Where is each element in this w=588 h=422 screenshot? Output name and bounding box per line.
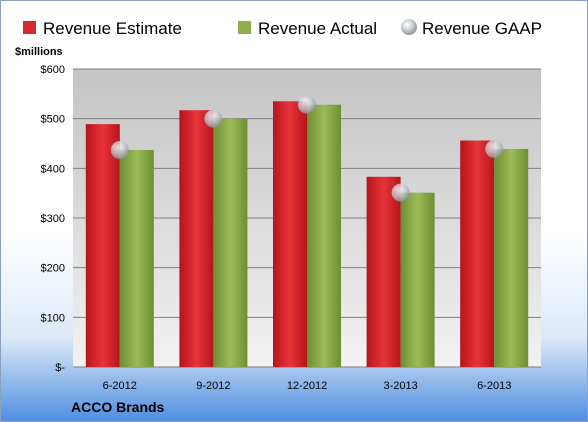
- bar-revenue-actual: [213, 118, 248, 368]
- x-tick-label: 6-2012: [103, 380, 137, 392]
- y-tick-label: $400: [41, 163, 65, 175]
- bar-revenue-actual: [119, 149, 154, 367]
- y-tick-label: $300: [41, 213, 65, 225]
- marker-revenue-gaap: [391, 183, 410, 202]
- company-name: ACCO Brands: [71, 399, 165, 415]
- bar-revenue-estimate: [85, 124, 120, 367]
- marker-revenue-gaap: [204, 109, 223, 128]
- marker-revenue-gaap: [110, 140, 129, 159]
- legend-label: Revenue Estimate: [43, 19, 182, 38]
- marker-revenue-gaap: [485, 139, 504, 158]
- legend: Revenue Estimate Revenue Actual Revenue GA…: [23, 19, 542, 38]
- x-axis-ticks: 6-2012 9-2012 12-2012 3-2013 6-2013: [103, 380, 512, 392]
- legend-label: Revenue GAAP: [422, 19, 542, 38]
- bar-revenue-estimate: [179, 110, 214, 368]
- bar-revenue-estimate: [366, 176, 401, 367]
- y-tick-label: $200: [41, 263, 65, 275]
- x-tick-label: 9-2012: [196, 380, 230, 392]
- legend-label: Revenue Actual: [258, 19, 377, 38]
- bars: [85, 101, 529, 368]
- gaap-markers: [110, 95, 504, 202]
- x-tick-label: 12-2012: [287, 380, 327, 392]
- y-axis-ticks: $- $100 $200 $300 $400 $500 $600: [41, 64, 66, 374]
- bar-revenue-actual: [307, 104, 341, 367]
- x-tick-label: 6-2013: [477, 380, 511, 392]
- y-tick-label: $600: [41, 64, 65, 76]
- y-unit-label: $millions: [15, 46, 63, 58]
- legend-swatch: [401, 19, 417, 35]
- bar-revenue-estimate: [273, 101, 307, 368]
- bar-revenue-actual: [400, 192, 435, 367]
- bar-revenue-actual: [494, 148, 529, 367]
- marker-revenue-gaap: [298, 95, 316, 114]
- legend-swatch: [238, 21, 251, 34]
- bar-revenue-estimate: [460, 140, 495, 367]
- y-tick-label: $-: [55, 362, 65, 374]
- legend-swatch: [23, 21, 36, 34]
- y-tick-label: $100: [41, 312, 65, 324]
- x-tick-label: 3-2013: [383, 380, 417, 392]
- y-tick-label: $500: [41, 114, 65, 126]
